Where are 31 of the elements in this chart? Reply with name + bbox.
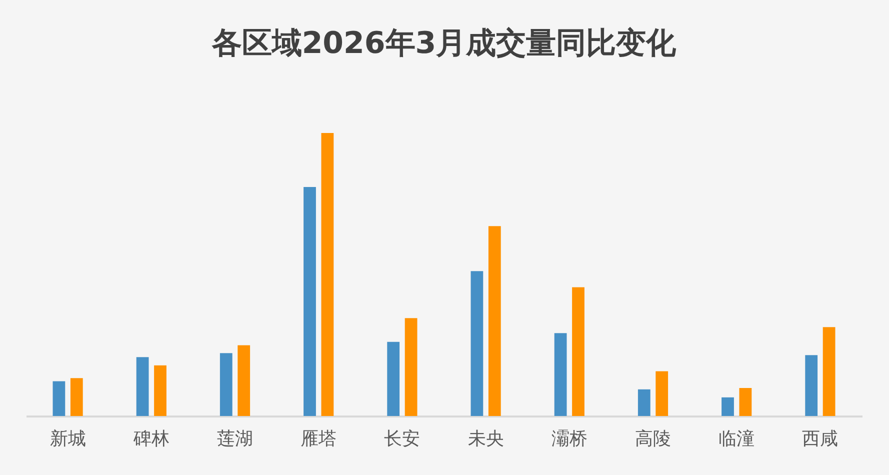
x-tick-label: 莲湖	[217, 428, 253, 450]
bar	[822, 327, 836, 416]
bar	[638, 389, 650, 416]
bar	[220, 353, 232, 416]
x-tick-label: 高陵	[635, 428, 671, 450]
bar	[321, 133, 334, 416]
bar	[70, 378, 83, 416]
bar	[656, 371, 668, 416]
chart-title: 各区域2026年3月成交量同比变化	[210, 26, 678, 61]
x-tick-label: 碑林	[132, 428, 170, 450]
bar	[488, 226, 501, 416]
bar	[572, 287, 584, 416]
bar	[304, 187, 316, 416]
bar	[805, 355, 818, 416]
x-tick-label: 灞桥	[551, 428, 588, 450]
bar	[739, 388, 752, 416]
bar	[554, 333, 567, 416]
x-tick-label: 西咸	[802, 428, 838, 450]
bar	[52, 381, 66, 416]
bar	[470, 271, 484, 416]
x-tick-label: 未央	[468, 428, 504, 450]
bar	[404, 318, 418, 416]
x-tick-label: 临潼	[718, 428, 755, 450]
bar	[136, 357, 149, 416]
x-tick-label: 新城	[50, 428, 86, 450]
x-tick-label: 长安	[384, 428, 420, 450]
x-tick-label: 雁塔	[300, 428, 337, 450]
bar	[387, 342, 400, 416]
bar	[722, 397, 734, 416]
bar	[238, 345, 250, 416]
bar	[154, 365, 166, 416]
